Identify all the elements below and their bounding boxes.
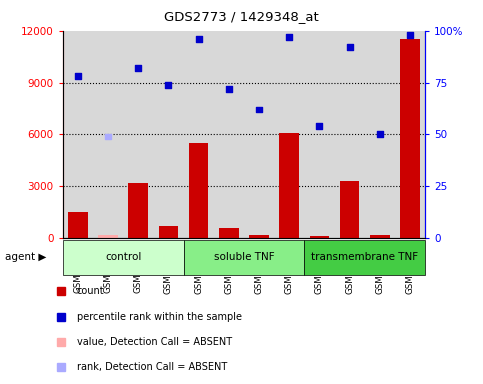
Bar: [279, 132, 299, 238]
Bar: [63, 240, 184, 275]
Point: [315, 123, 323, 129]
Bar: [219, 228, 239, 238]
Text: transmembrane TNF: transmembrane TNF: [311, 252, 418, 262]
Point: [134, 65, 142, 71]
Point: [376, 131, 384, 137]
Point: [346, 44, 354, 50]
Text: soluble TNF: soluble TNF: [213, 252, 274, 262]
Point: [195, 36, 202, 42]
Bar: [249, 235, 269, 238]
Bar: [310, 236, 329, 238]
Text: rank, Detection Call = ABSENT: rank, Detection Call = ABSENT: [77, 362, 227, 372]
Text: value, Detection Call = ABSENT: value, Detection Call = ABSENT: [77, 337, 232, 347]
Text: count: count: [77, 286, 104, 296]
Bar: [304, 240, 425, 275]
Point: [104, 133, 112, 139]
Point: [165, 81, 172, 88]
Point: [285, 34, 293, 40]
Bar: [98, 235, 118, 238]
Text: GDS2773 / 1429348_at: GDS2773 / 1429348_at: [164, 10, 319, 23]
Point: [74, 73, 82, 79]
Bar: [370, 235, 390, 238]
Point: [225, 86, 233, 92]
Bar: [340, 181, 359, 238]
Point: [406, 32, 414, 38]
Bar: [158, 226, 178, 238]
Text: percentile rank within the sample: percentile rank within the sample: [77, 311, 241, 321]
Bar: [184, 240, 304, 275]
Bar: [68, 212, 88, 238]
Bar: [189, 143, 209, 238]
Text: control: control: [105, 252, 142, 262]
Point: [255, 106, 263, 113]
Bar: [128, 183, 148, 238]
Bar: [400, 40, 420, 238]
Text: agent ▶: agent ▶: [5, 252, 46, 262]
